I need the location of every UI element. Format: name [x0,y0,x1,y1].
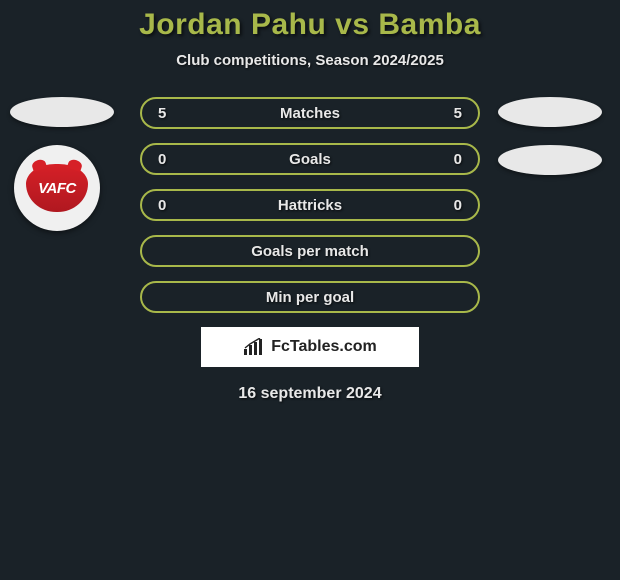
stat-right-value: 0 [454,151,462,168]
stat-row-goals-per-match: Goals per match [140,235,480,267]
stat-label: Min per goal [266,289,354,306]
right-column [498,97,610,175]
attribution-text: FcTables.com [271,338,377,356]
stat-label: Matches [280,105,340,122]
bar-chart-icon [243,338,265,356]
vafc-logo: VAFC [26,164,88,212]
page-title: Jordan Pahu vs Bamba [0,8,620,42]
stat-right-value: 0 [454,197,462,214]
stat-label: Goals per match [251,243,369,260]
stats-column: 5 Matches 5 0 Goals 0 0 Hattricks 0 Goal… [140,97,480,313]
stat-label: Goals [289,151,331,168]
stat-row-hattricks: 0 Hattricks 0 [140,189,480,221]
stat-left-value: 0 [158,151,166,168]
club-badge-right-placeholder [498,145,602,175]
player-photo-right-placeholder [498,97,602,127]
subtitle: Club competitions, Season 2024/2025 [0,52,620,69]
club-badge-left: VAFC [14,145,100,231]
comparison-card: Jordan Pahu vs Bamba Club competitions, … [0,0,620,403]
stat-left-value: 5 [158,105,166,122]
stat-right-value: 5 [454,105,462,122]
date-text: 16 september 2024 [0,385,620,403]
stat-row-goals: 0 Goals 0 [140,143,480,175]
attribution-badge: FcTables.com [201,327,419,367]
stat-label: Hattricks [278,197,342,214]
main-row: VAFC 5 Matches 5 0 Goals 0 0 Hattricks 0… [0,97,620,313]
left-column: VAFC [10,97,122,231]
stat-left-value: 0 [158,197,166,214]
stat-row-matches: 5 Matches 5 [140,97,480,129]
stat-row-min-per-goal: Min per goal [140,281,480,313]
player-photo-left-placeholder [10,97,114,127]
